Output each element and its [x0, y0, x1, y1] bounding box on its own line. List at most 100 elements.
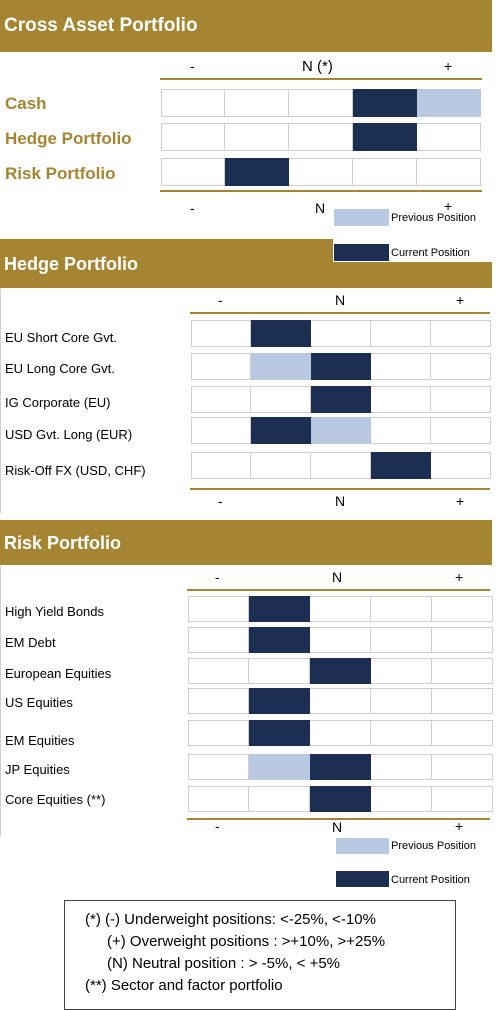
- legend-current-label: Current Position: [391, 247, 470, 259]
- row-label-em-debt: EM Debt: [5, 635, 56, 650]
- scale-minus-bottom: -: [190, 200, 195, 216]
- grid-cell: [191, 353, 251, 380]
- current-position-cell: [249, 627, 310, 653]
- risk-row-em-debt: [188, 627, 493, 653]
- current-position-cell: [311, 386, 371, 413]
- previous-position-cell: [311, 417, 371, 444]
- risk-left-border: [0, 566, 1, 836]
- grid-cell: [191, 320, 251, 347]
- grid-cell: [310, 688, 371, 714]
- row-label-usd-gvt-long: USD Gvt. Long (EUR): [5, 427, 133, 442]
- row-label-us-equities: US Equities: [5, 695, 73, 710]
- cross-row-cash: [161, 89, 481, 117]
- legend-previous-label: Previous Position: [391, 212, 476, 224]
- risk-header: Risk Portfolio: [0, 520, 492, 565]
- hedge-title: Hedge Portfolio: [4, 254, 138, 274]
- grid-cell: [371, 353, 431, 380]
- hedge-left-border: [0, 289, 1, 513]
- risk-title: Risk Portfolio: [4, 533, 122, 553]
- grid-cell: [417, 158, 481, 186]
- hedge-scale-plus: +: [456, 292, 465, 308]
- risk-scale-neutral-bottom: N: [332, 819, 343, 835]
- scale-neutral: N (*): [302, 58, 333, 75]
- grid-cell: [432, 658, 493, 684]
- current-position-cell: [310, 786, 371, 812]
- grid-cell: [225, 123, 289, 151]
- grid-cell: [431, 320, 491, 347]
- scale-minus: -: [190, 58, 195, 74]
- current-position-cell: [371, 452, 431, 479]
- row-label-em-equities: EM Equities: [5, 733, 75, 748]
- cross-asset-header: Cross Asset Portfolio: [0, 0, 492, 52]
- hedge-header: Hedge Portfolio: [0, 239, 333, 288]
- hedge-scale-minus: -: [218, 292, 223, 308]
- hedge-scale-plus-bottom: +: [456, 493, 465, 509]
- grid-cell: [431, 386, 491, 413]
- hedge-bottom-line: [190, 488, 490, 490]
- footnote-overweight: (+) Overweight positions : >+10%, >+25%: [107, 933, 386, 950]
- hedge-row-eu-long-core: [191, 353, 491, 380]
- current-position-cell: [225, 158, 289, 186]
- grid-cell: [371, 720, 432, 746]
- grid-cell: [432, 754, 493, 780]
- grid-cell: [431, 452, 491, 479]
- risk-legend-previous-swatch: [336, 838, 389, 854]
- risk-bottom-line: [187, 818, 490, 820]
- scale-neutral-bottom: N: [315, 200, 326, 216]
- current-position-cell: [353, 89, 417, 117]
- current-position-cell: [249, 596, 310, 622]
- grid-cell: [161, 123, 225, 151]
- grid-cell: [432, 688, 493, 714]
- grid-cell: [188, 754, 249, 780]
- risk-row-em-equities: [188, 720, 493, 746]
- hedge-header-right: [333, 262, 492, 288]
- cross-row-hedge-portfolio: [161, 123, 481, 151]
- row-label-cash: Cash: [5, 94, 47, 113]
- previous-position-cell: [417, 89, 481, 117]
- footnote-underweight: (*) (-) Underweight positions: <-25%, <-…: [85, 911, 376, 928]
- hedge-row-usd-gvt-long: [191, 417, 491, 444]
- scale-plus-bottom: +: [444, 198, 453, 214]
- grid-cell: [251, 386, 311, 413]
- risk-scale-plus-bottom: +: [455, 818, 464, 834]
- grid-cell: [432, 720, 493, 746]
- grid-cell: [191, 386, 251, 413]
- current-position-cell: [251, 417, 311, 444]
- current-position-cell: [310, 754, 371, 780]
- legend-previous-swatch: [334, 209, 389, 226]
- legend-current-swatch: [334, 244, 389, 261]
- grid-cell: [310, 596, 371, 622]
- risk-row-us-equities: [188, 688, 493, 714]
- hedge-row-risk-off-fx: [191, 452, 491, 479]
- row-label-risk-off-fx: Risk-Off FX (USD, CHF): [5, 463, 146, 478]
- cross-asset-title: Cross Asset Portfolio: [4, 15, 198, 36]
- hedge-scale-minus-bottom: -: [218, 493, 223, 509]
- row-label-ig-corporate: IG Corporate (EU): [5, 395, 111, 410]
- grid-cell: [188, 720, 249, 746]
- footnote-sector: (**) Sector and factor portfolio: [85, 977, 283, 994]
- risk-row-high-yield: [188, 596, 493, 622]
- current-position-cell: [249, 720, 310, 746]
- grid-cell: [431, 353, 491, 380]
- cross-row-risk-portfolio: [161, 158, 481, 186]
- grid-cell: [191, 452, 251, 479]
- grid-cell: [371, 786, 432, 812]
- grid-cell: [225, 89, 289, 117]
- row-label-eu-long-core: EU Long Core Gvt.: [5, 361, 115, 376]
- grid-cell: [310, 627, 371, 653]
- grid-cell: [289, 89, 353, 117]
- current-position-cell: [251, 320, 311, 347]
- scale-plus: +: [444, 58, 453, 74]
- grid-cell: [432, 786, 493, 812]
- previous-position-cell: [251, 353, 311, 380]
- grid-cell: [161, 158, 225, 186]
- risk-legend-current-swatch: [336, 871, 389, 887]
- grid-cell: [417, 123, 481, 151]
- footnotes-box: (*) (-) Underweight positions: <-25%, <-…: [64, 900, 456, 1010]
- previous-position-cell: [249, 754, 310, 780]
- grid-cell: [371, 658, 432, 684]
- grid-cell: [188, 596, 249, 622]
- grid-cell: [289, 123, 353, 151]
- hedge-row-eu-short-core: [191, 320, 491, 347]
- grid-cell: [432, 627, 493, 653]
